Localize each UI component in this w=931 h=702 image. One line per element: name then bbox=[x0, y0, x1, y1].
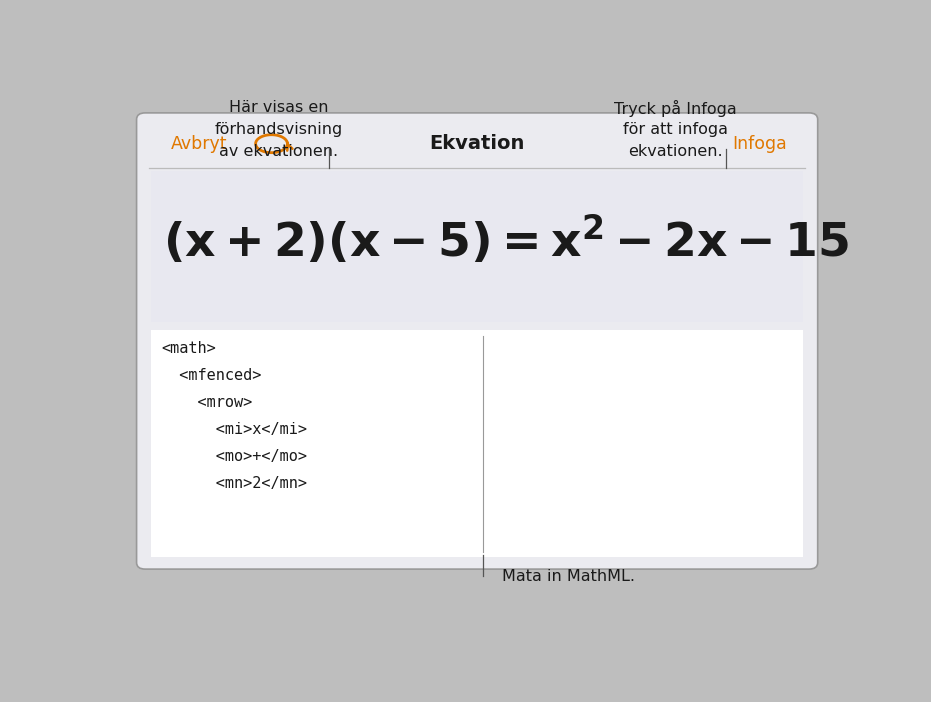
Text: <mo>+</mo>: <mo>+</mo> bbox=[161, 449, 307, 464]
Text: $\mathbf{(x + 2)(x - 5) = x^{2} - 2x - 15}$: $\mathbf{(x + 2)(x - 5) = x^{2} - 2x - 1… bbox=[163, 213, 849, 266]
Text: Tryck på Infoga: Tryck på Infoga bbox=[614, 100, 737, 117]
Text: <mfenced>: <mfenced> bbox=[161, 368, 262, 383]
Text: ekvationen.: ekvationen. bbox=[628, 144, 722, 159]
Text: <mn>2</mn>: <mn>2</mn> bbox=[161, 476, 307, 491]
FancyBboxPatch shape bbox=[151, 330, 803, 557]
Text: Ekvation: Ekvation bbox=[429, 134, 525, 153]
Text: <math>: <math> bbox=[161, 341, 216, 356]
Text: för att infoga: för att infoga bbox=[623, 122, 728, 137]
Text: Avbryt: Avbryt bbox=[170, 135, 227, 153]
Text: <mrow>: <mrow> bbox=[161, 395, 252, 410]
FancyBboxPatch shape bbox=[151, 171, 803, 322]
Text: Här visas en: Här visas en bbox=[229, 100, 329, 115]
Text: Infoga: Infoga bbox=[733, 135, 788, 153]
FancyBboxPatch shape bbox=[137, 113, 817, 569]
Text: <mi>x</mi>: <mi>x</mi> bbox=[161, 422, 307, 437]
Text: förhandsvisning: förhandsvisning bbox=[214, 122, 343, 137]
Text: Mata in MathML.: Mata in MathML. bbox=[503, 569, 635, 583]
Text: av ekvationen.: av ekvationen. bbox=[219, 144, 338, 159]
